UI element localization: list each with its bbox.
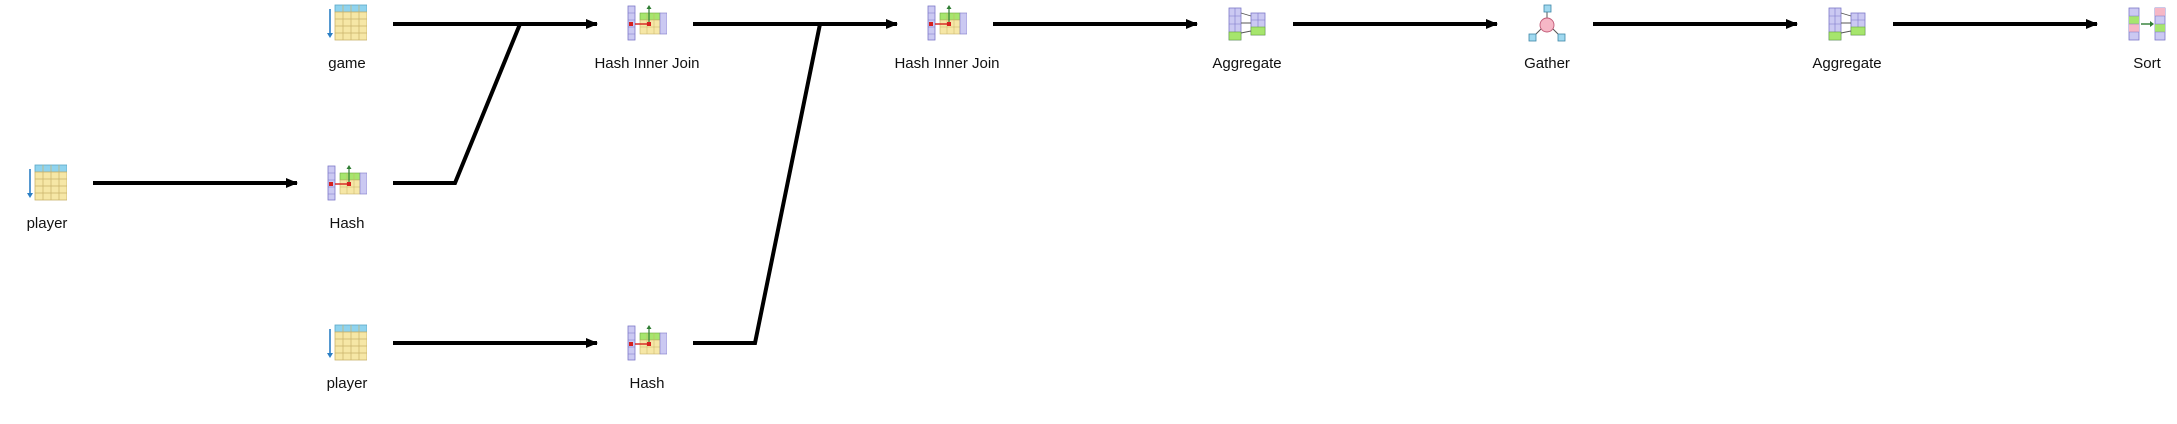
node-label: Hash: [629, 375, 665, 392]
node-label: Hash Inner Join: [894, 55, 1000, 72]
node-label: game: [328, 55, 366, 72]
hash-join-icon: [927, 5, 967, 41]
gather-icon: [1528, 4, 1566, 42]
node-label: player: [26, 215, 68, 232]
node-label: Sort: [2133, 55, 2161, 72]
node-label: Aggregate: [1212, 55, 1282, 72]
aggregate-icon: [1828, 7, 1866, 41]
hash-join-icon: [627, 5, 667, 41]
node-label: Hash: [329, 215, 365, 232]
edge-hash2-to-hash-join-2: [693, 23, 822, 345]
node-label: Hash Inner Join: [594, 55, 700, 72]
hash-icon: [327, 165, 367, 201]
seq-scan-icon: [327, 324, 367, 361]
seq-scan-icon: [27, 164, 67, 201]
hash-icon: [627, 325, 667, 361]
aggregate-icon: [1228, 7, 1266, 41]
node-label: Aggregate: [1812, 55, 1882, 72]
seq-scan-icon: [327, 4, 367, 41]
sort-icon: [2128, 7, 2166, 41]
edge-hash-to-hash-join-1: [393, 23, 522, 185]
node-label: player: [326, 375, 368, 392]
node-label: Gather: [1524, 55, 1570, 72]
